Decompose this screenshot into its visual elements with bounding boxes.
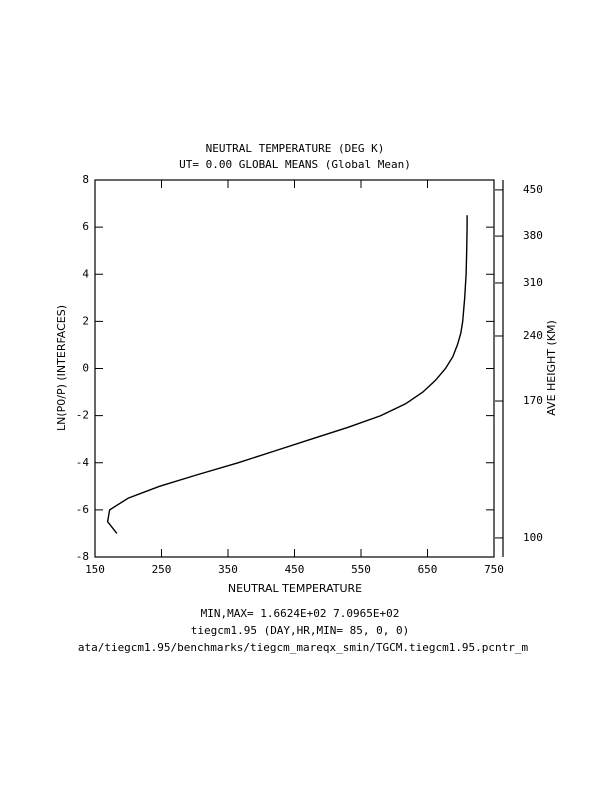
y-tick-label: -4 [76,456,90,469]
chart-subtitle: UT= 0.00 GLOBAL MEANS (Global Mean) [179,158,411,171]
x-tick-label: 250 [152,563,172,576]
x-tick-label: 550 [351,563,371,576]
y2-tick-label: 310 [523,276,543,289]
footer-line: ata/tiegcm1.95/benchmarks/tiegcm_mareqx_… [78,641,529,654]
x-tick-label: 350 [218,563,238,576]
y-tick-label: 2 [82,314,89,327]
y-tick-label: 4 [82,267,89,280]
y2-tick-label: 450 [523,183,543,196]
x-tick-label: 750 [484,563,504,576]
y-tick-label: -6 [76,503,89,516]
chart-title: NEUTRAL TEMPERATURE (DEG K) [206,142,385,155]
x-axis-label: NEUTRAL TEMPERATURE [228,582,362,595]
footer-line: tiegcm1.95 (DAY,HR,MIN= 85, 0, 0) [191,624,410,637]
y-axis-label: LN(P0/P) (INTERFACES) [55,305,68,431]
data-line [106,215,468,534]
y2-tick-label: 170 [523,394,543,407]
y2-tick-label: 380 [523,229,543,242]
plot-frame [94,179,495,558]
y-tick-label: 0 [82,362,89,375]
y-tick-label: -2 [76,409,89,422]
y-tick-label: -8 [76,550,89,563]
y-tick-label: 6 [82,220,89,233]
y2-tick-label: 240 [523,329,543,342]
x-tick-label: 150 [85,563,105,576]
footer-line: MIN,MAX= 1.6624E+02 7.0965E+02 [201,607,400,620]
x-tick-label: 450 [285,563,305,576]
x-tick-label: 650 [418,563,438,576]
y2-tick-label: 100 [523,531,543,544]
y2-axis-label: AVE HEIGHT (KM) [545,320,558,416]
y-tick-label: 8 [82,173,89,186]
